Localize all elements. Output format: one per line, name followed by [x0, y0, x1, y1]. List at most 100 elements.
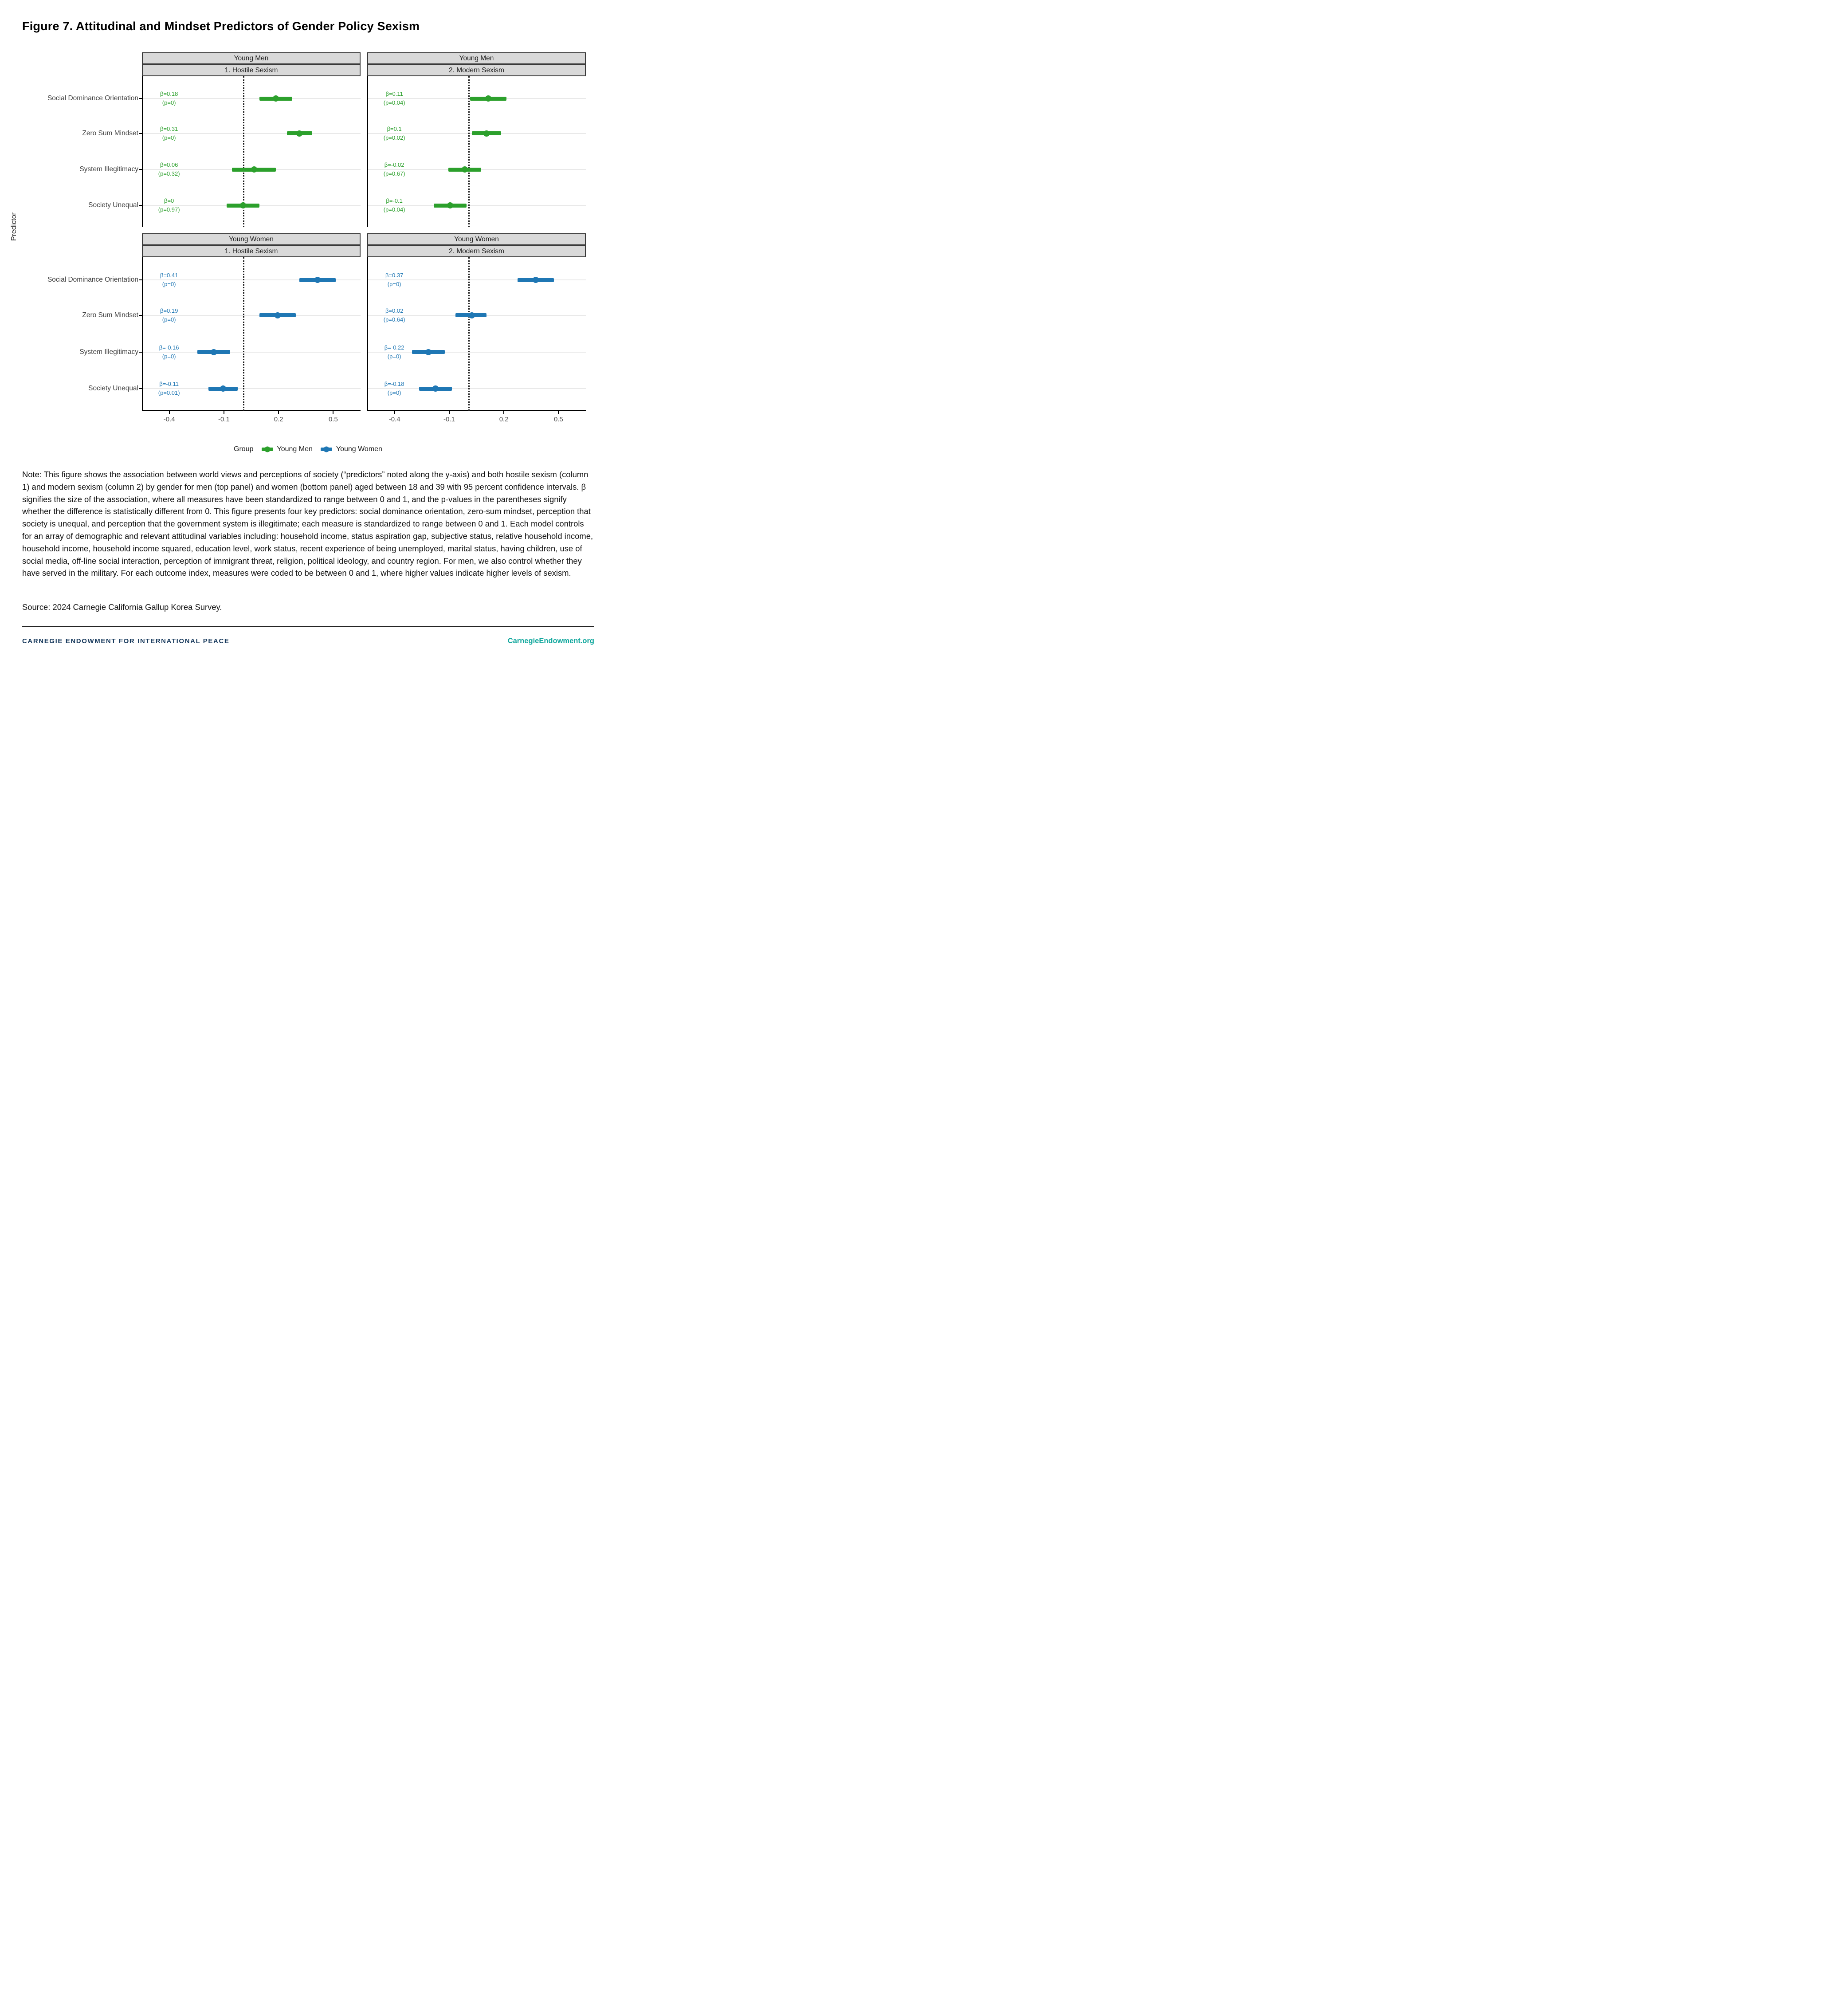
beta-annotation-young-women-2-modern-sexism-0: β=0.37 (p=0) [385, 271, 403, 289]
p-value-label: (p=0.97) [158, 206, 180, 213]
beta-value-label: β=-0.11 [159, 381, 179, 388]
beta-value-label: β=-0.1 [386, 197, 403, 204]
legend-label-young-women: Young Women [336, 445, 382, 453]
beta-annotation-young-men-1-hostile-sexism-2: β=0.06 (p=0.32) [158, 161, 180, 178]
p-value-label: (p=0) [162, 353, 176, 360]
point-estimate-young-women-2-modern-sexism-2 [425, 349, 432, 355]
gridline [143, 98, 361, 99]
point-estimate-young-men-2-modern-sexism-3 [447, 202, 453, 209]
point-estimate-young-men-2-modern-sexism-1 [483, 130, 490, 137]
p-value-label: (p=0) [162, 281, 176, 288]
point-estimate-young-men-1-hostile-sexism-2 [251, 166, 257, 173]
footer-org-name: CARNEGIE ENDOWMENT FOR INTERNATIONAL PEA… [22, 637, 230, 645]
point-estimate-young-women-2-modern-sexism-0 [532, 277, 539, 283]
y-axis-label-system-illegitimacy: System Illegitimacy [79, 165, 138, 173]
figure-source: Source: 2024 Carnegie California Gallup … [22, 602, 222, 612]
beta-value-label: β=0.41 [160, 272, 178, 279]
chart-legend: Group Young Men Young Women [0, 445, 616, 453]
beta-annotation-young-men-2-modern-sexism-3: β=-0.1 (p=0.04) [384, 196, 405, 214]
beta-value-label: β=0.31 [160, 125, 178, 132]
y-tick [139, 133, 142, 134]
legend-item-young-women: Young Women [320, 445, 382, 453]
beta-value-label: β=0.11 [385, 90, 403, 98]
y-tick [139, 205, 142, 206]
facet-strip-outcome-young-men-2-modern-sexism: 2. Modern Sexism [367, 64, 586, 76]
y-axis-label-society-unequal: Society Unequal [88, 201, 138, 209]
x-tick-label: 0.5 [553, 416, 563, 423]
footer-divider [22, 626, 594, 627]
x-tick [448, 411, 450, 414]
p-value-label: (p=0.64) [383, 316, 405, 323]
beta-annotation-young-women-2-modern-sexism-3: β=-0.18 (p=0) [385, 380, 404, 397]
gridline [143, 279, 361, 281]
x-tick-label: 0.2 [499, 416, 509, 423]
beta-annotation-young-women-2-modern-sexism-1: β=0.02 (p=0.64) [384, 306, 405, 324]
facet-strip-group-young-men-2-modern-sexism: Young Men [367, 52, 586, 64]
beta-value-label: β=-0.18 [384, 381, 404, 388]
beta-annotation-young-women-1-hostile-sexism-3: β=-0.11 (p=0.01) [158, 380, 180, 397]
legend-label-young-men: Young Men [277, 445, 313, 453]
footer-website-link[interactable]: CarnegieEndowment.org [507, 637, 594, 645]
y-tick [139, 388, 142, 389]
x-tick-label: 0.2 [274, 416, 283, 423]
beta-value-label: β=0.1 [387, 125, 402, 132]
legend-item-young-men: Young Men [261, 445, 313, 453]
p-value-label: (p=0) [387, 281, 401, 288]
point-estimate-young-men-1-hostile-sexism-0 [272, 95, 279, 102]
panel-young-women-2-modern-sexism: β=0.37 (p=0) β=0.02 (p=0.64) β=-0.22 (p=0) β=-… [367, 257, 586, 411]
p-value-label: (p=0) [162, 99, 176, 106]
beta-annotation-young-men-1-hostile-sexism-0: β=0.18 (p=0) [160, 90, 178, 107]
p-value-label: (p=0) [162, 134, 176, 141]
beta-value-label: β=0.02 [385, 307, 404, 314]
y-axis-title: Predictor [10, 212, 18, 241]
gridline [143, 314, 361, 316]
gridline [368, 279, 586, 281]
zero-reference-line [468, 257, 470, 411]
point-estimate-young-women-2-modern-sexism-1 [469, 312, 475, 318]
point-estimate-young-women-1-hostile-sexism-2 [211, 349, 217, 355]
p-value-label: (p=0.01) [158, 389, 180, 397]
beta-value-label: β=-0.16 [159, 344, 179, 351]
x-tick [558, 411, 559, 414]
point-estimate-young-women-1-hostile-sexism-1 [275, 312, 281, 318]
y-axis-label-society-unequal: Society Unequal [88, 385, 138, 393]
x-tick-label: -0.4 [388, 416, 400, 423]
panel-young-men-2-modern-sexism: β=0.11 (p=0.04) β=0.1 (p=0.02) β=-0.02 (p=0.6… [367, 76, 586, 227]
x-tick-label: -0.4 [163, 416, 175, 423]
x-tick-label: 0.5 [328, 416, 338, 423]
beta-annotation-young-men-1-hostile-sexism-3: β=0 (p=0.97) [158, 196, 180, 214]
beta-annotation-young-men-2-modern-sexism-0: β=0.11 (p=0.04) [384, 90, 405, 107]
point-estimate-young-men-2-modern-sexism-0 [485, 95, 492, 102]
x-tick [394, 411, 395, 414]
y-axis-label-zero-sum-mindset: Zero Sum Mindset [82, 129, 138, 137]
y-axis-label-system-illegitimacy: System Illegitimacy [79, 348, 138, 356]
p-value-label: (p=0.04) [383, 99, 405, 106]
gridline [368, 205, 586, 206]
beta-annotation-young-men-2-modern-sexism-2: β=-0.02 (p=0.67) [384, 161, 405, 178]
gridline [368, 351, 586, 353]
young-women-pointrange-icon [320, 448, 332, 451]
beta-value-label: β=0 [164, 197, 174, 204]
panel-young-men-1-hostile-sexism: β=0.18 (p=0) β=0.31 (p=0) β=0.06 (p=0.32) β=0 (… [142, 76, 361, 227]
beta-annotation-young-women-1-hostile-sexism-0: β=0.41 (p=0) [160, 271, 178, 289]
point-estimate-young-men-1-hostile-sexism-1 [296, 130, 303, 137]
y-axis-label-social-dominance-orientation: Social Dominance Orientation [47, 94, 138, 102]
facet-strip-outcome-young-women-2-modern-sexism: 2. Modern Sexism [367, 245, 586, 257]
beta-value-label: β=-0.02 [384, 161, 404, 169]
figure-title: Figure 7. Attitudinal and Mindset Predic… [22, 20, 420, 33]
y-tick [139, 351, 142, 353]
y-tick [139, 98, 142, 99]
legend-title: Group [234, 445, 254, 453]
beta-value-label: β=0.06 [160, 161, 178, 169]
x-tick [333, 411, 334, 414]
zero-reference-line [243, 76, 244, 227]
y-axis-label-zero-sum-mindset: Zero Sum Mindset [82, 311, 138, 319]
facet-strip-group-young-women-1-hostile-sexism: Young Women [142, 233, 361, 245]
gridline [368, 388, 586, 389]
facet-strip-group-young-men-1-hostile-sexism: Young Men [142, 52, 361, 64]
p-value-label: (p=0) [162, 316, 176, 323]
beta-value-label: β=-0.22 [384, 344, 404, 351]
x-tick [278, 411, 279, 414]
x-tick-label: -0.1 [443, 416, 455, 423]
y-axis-label-social-dominance-orientation: Social Dominance Orientation [47, 276, 138, 284]
